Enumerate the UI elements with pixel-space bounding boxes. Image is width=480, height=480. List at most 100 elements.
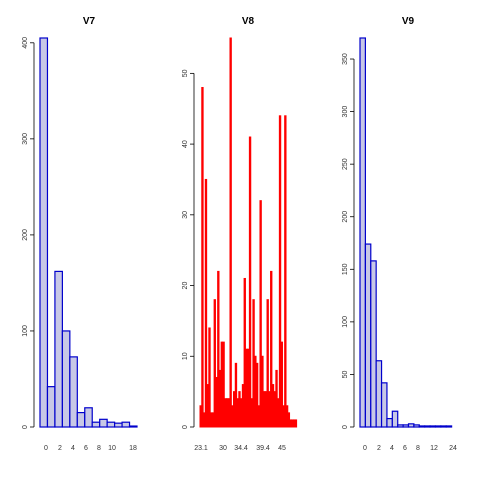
histogram-bar [380, 382, 388, 428]
spike-bar [211, 412, 215, 428]
chart-title: V7 [83, 16, 96, 27]
spike-bar [241, 384, 245, 428]
spike-bar [273, 391, 276, 428]
spike-bar [225, 398, 229, 428]
y-tick-label: 40 [182, 140, 189, 148]
spike-bar [199, 405, 202, 428]
chart-title: V8 [242, 16, 255, 27]
histogram-bar [359, 37, 366, 428]
y-tick-label: 200 [22, 229, 29, 241]
histogram-bar [397, 424, 404, 428]
spike-bar [220, 341, 224, 428]
histogram-bar [418, 425, 426, 428]
histogram-bar [434, 425, 442, 428]
spike-bar [271, 384, 275, 428]
x-tick-label: 6 [84, 445, 88, 452]
y-tick-label: 0 [182, 425, 189, 429]
spike-bar [248, 136, 252, 428]
spike-bar [294, 419, 298, 428]
histogram-bar [114, 422, 123, 428]
x-tick-label: 8 [416, 445, 420, 452]
histogram-bar [402, 424, 410, 428]
histogram-bar [375, 360, 383, 428]
x-tick-label: 24 [449, 445, 457, 452]
x-tick-label: 39.4 [256, 445, 270, 452]
spike-bar [277, 398, 280, 428]
spike-bar [224, 398, 227, 428]
histogram-bar [429, 425, 437, 428]
spike-bar [287, 412, 291, 428]
spike-bar [285, 405, 289, 428]
x-tick-label: 4 [390, 445, 394, 452]
x-tick-label: 10 [108, 445, 116, 452]
x-tick-label: 34.4 [234, 445, 248, 452]
histogram-bar [106, 421, 116, 428]
spike-bar [227, 398, 231, 428]
spike-bar [229, 37, 232, 428]
spike-bar [238, 391, 241, 428]
spike-bar [292, 419, 296, 428]
spike-bar [250, 398, 254, 428]
spike-bar [257, 405, 261, 428]
spike-bar [275, 369, 278, 428]
spike-bar [201, 87, 204, 428]
histogram-bar [445, 425, 453, 428]
spike-bar [247, 348, 250, 428]
spike-bar [252, 299, 255, 428]
spike-bar [266, 299, 269, 428]
histogram-bar [76, 411, 86, 428]
histogram-bar [99, 418, 108, 428]
spike-bar [217, 270, 220, 428]
spike-bar [204, 178, 208, 428]
x-tick-label: 23.1 [194, 445, 208, 452]
spike-bar [291, 419, 294, 428]
spike-bar [236, 398, 239, 428]
histogram-bar [364, 243, 372, 428]
x-tick-label: 12 [430, 445, 438, 452]
y-tick-label: 100 [22, 325, 29, 337]
histogram-bar [61, 330, 71, 428]
histogram-bar [407, 423, 415, 428]
x-tick-label: 45 [278, 445, 286, 452]
spike-bar [278, 115, 282, 428]
y-tick-label: 30 [182, 211, 189, 219]
x-tick-label: 18 [129, 445, 137, 452]
x-tick-label: 2 [377, 445, 381, 452]
y-tick-label: 300 [22, 133, 29, 145]
spike-bar [234, 362, 238, 428]
spike-bar [206, 384, 209, 428]
histogram-bar [121, 421, 131, 428]
x-tick-label: 2 [58, 445, 62, 452]
y-tick-label: 10 [182, 352, 189, 360]
x-tick-label: 4 [71, 445, 75, 452]
y-tick-label: 20 [182, 282, 189, 290]
x-tick-label: 30 [219, 445, 227, 452]
y-tick-label: 250 [342, 158, 349, 170]
histogram-bar [84, 407, 93, 428]
spike-bar [284, 115, 287, 428]
histogram-bar [69, 356, 78, 428]
y-tick-label: 350 [342, 53, 349, 65]
y-tick-label: 300 [342, 106, 349, 118]
x-tick-label: 8 [97, 445, 101, 452]
panel-v7: V7 0 100 200 300 400 0 2 4 6 8 10 18 [22, 16, 138, 452]
chart-title: V9 [402, 16, 415, 27]
spike-bar [259, 200, 262, 428]
histogram-bar [46, 386, 56, 428]
histogram-bar [39, 37, 49, 428]
y-tick-label: 100 [342, 316, 349, 328]
spike-bar [245, 348, 248, 428]
spike-bar [231, 405, 234, 428]
spike-bar [261, 355, 264, 428]
spike-bar [264, 391, 268, 428]
spike-bar [213, 299, 216, 428]
spike-bar [215, 376, 218, 428]
histogram-bar [413, 424, 420, 428]
histogram-bar [91, 421, 101, 428]
spike-bar [282, 405, 285, 428]
y-tick-label: 50 [342, 370, 349, 378]
histogram-bar [370, 260, 377, 428]
histogram-bar [440, 425, 447, 428]
spike-bar [208, 327, 211, 428]
